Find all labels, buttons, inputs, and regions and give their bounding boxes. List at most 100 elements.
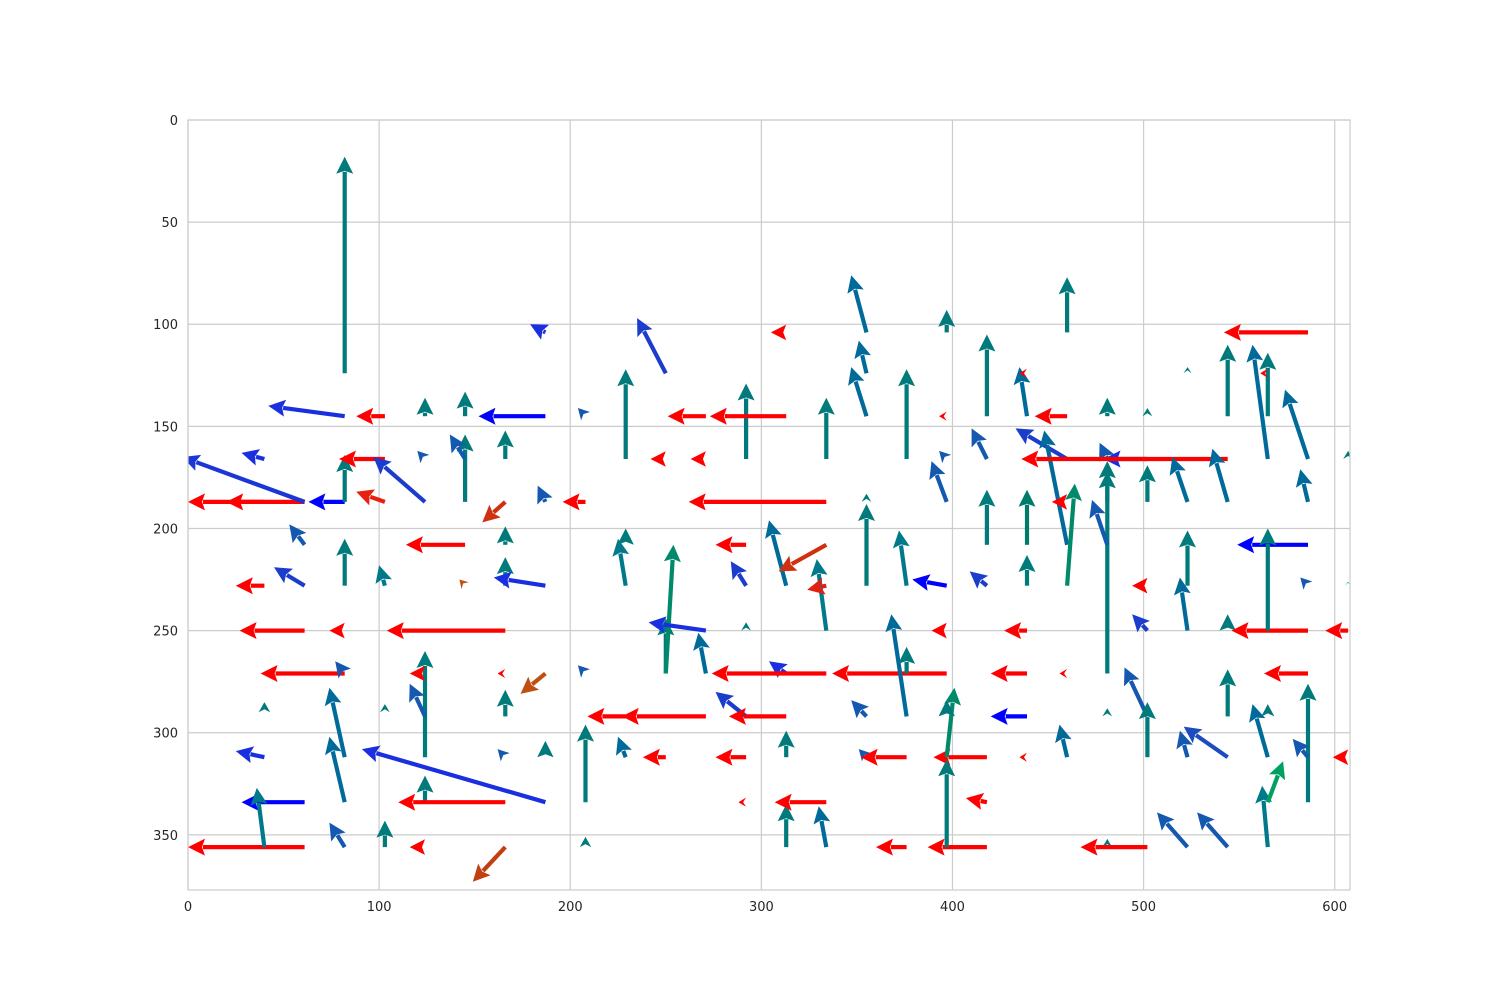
arrow-shaft [1179, 592, 1190, 631]
vector-arrow [497, 668, 506, 679]
vector-arrow [939, 411, 947, 421]
arrow-head [456, 434, 474, 452]
arrow-head [373, 457, 392, 475]
arrow-head [978, 489, 996, 507]
arrow-head [612, 538, 630, 557]
vector-arrow [642, 748, 666, 766]
vector-arrow [577, 408, 590, 421]
vector-arrow [711, 665, 827, 682]
arrow-head [497, 749, 510, 762]
vector-arrow [1089, 499, 1110, 546]
arrow-head [770, 324, 787, 341]
vector-arrow [965, 793, 988, 810]
arrow-head [885, 614, 903, 633]
vector-arrow [1259, 352, 1277, 417]
arrow-head [188, 838, 205, 856]
vector-arrow [885, 614, 909, 717]
vector-arrow [938, 759, 956, 848]
arrow-head [1269, 761, 1286, 781]
arrow-head [898, 369, 916, 387]
vector-arrow [258, 702, 271, 713]
vector-arrow [1264, 665, 1308, 682]
vector-arrow [1034, 407, 1068, 425]
arrow-head [579, 836, 592, 848]
vector-arrow [459, 579, 469, 590]
arrow-head [577, 408, 590, 421]
arrow-head [1021, 450, 1039, 468]
arrow-head [530, 324, 550, 340]
arrow-head [1332, 749, 1349, 765]
vector-arrow [241, 793, 305, 811]
arrow-head [1015, 428, 1035, 445]
arrow-head [769, 661, 788, 678]
arrow-head [1051, 494, 1068, 510]
vector-arrow [876, 838, 907, 856]
arrow-shaft [1175, 470, 1190, 503]
vector-arrow [939, 450, 952, 464]
vector-arrow [898, 646, 916, 674]
arrow-head [375, 565, 392, 584]
arrow-head [990, 665, 1008, 682]
vector-arrow [617, 369, 635, 459]
vector-arrow [817, 397, 835, 459]
arrow-head [496, 557, 514, 575]
vector-arrow [1259, 528, 1277, 631]
arrow-head [737, 383, 755, 401]
vector-arrow [577, 724, 594, 803]
arrow-head [235, 577, 253, 595]
vector-arrow [577, 665, 590, 678]
vector-arrow [1132, 614, 1150, 633]
vector-arrow [1013, 367, 1031, 417]
arrow-head [617, 369, 635, 387]
vector-arrow [416, 775, 434, 803]
arrow-head [1246, 344, 1264, 363]
vector-arrow [325, 736, 347, 803]
vector-arrow [250, 787, 268, 848]
arrow-shaft [663, 559, 675, 674]
arrow-head [1300, 577, 1313, 590]
vector-arrow [493, 571, 546, 589]
arrow-head [1208, 448, 1226, 468]
arrow-head [715, 691, 735, 710]
arrow-head [876, 838, 893, 856]
vector-arrow [938, 700, 955, 717]
arrow-shaft [414, 696, 427, 718]
vector-arrow [1219, 614, 1236, 631]
arrow-head [336, 538, 354, 556]
vector-arrow [380, 704, 390, 713]
arrow-head [1249, 704, 1266, 723]
vector-arrow [715, 536, 747, 554]
arrow-head [765, 520, 782, 539]
arrow-head [235, 746, 255, 763]
vector-arrow [1055, 724, 1072, 758]
arrow-head [493, 571, 512, 589]
arrow-head [1260, 368, 1268, 378]
arrow-shaft [481, 845, 507, 873]
arrow-head [376, 820, 394, 838]
arrow-shaft [1205, 822, 1230, 849]
vector-arrow [810, 559, 829, 631]
arrow-head [537, 485, 553, 505]
arrow-head [496, 689, 514, 707]
vector-arrow [530, 324, 550, 340]
vector-arrow [496, 526, 514, 545]
arrow-head [709, 407, 727, 425]
y-tick-label: 250 [153, 625, 178, 640]
vector-arrow [807, 577, 827, 595]
arrow-head [1018, 555, 1036, 572]
arrow-head [478, 407, 496, 425]
arrow-shaft [621, 750, 628, 758]
vector-arrow [1018, 555, 1036, 586]
arrow-head [587, 707, 605, 725]
arrow-shaft [383, 465, 427, 504]
vector-arrow [667, 407, 706, 425]
vector-arrow [612, 538, 630, 587]
vector-arrow [774, 793, 827, 811]
arrow-head [336, 156, 354, 174]
arrow-shaft [1252, 359, 1270, 460]
vector-arrow [1065, 483, 1082, 586]
arrow-head [1132, 614, 1150, 633]
arrow-shaft [542, 329, 547, 335]
arrow-head [188, 454, 202, 471]
arrow-head [1080, 838, 1098, 856]
